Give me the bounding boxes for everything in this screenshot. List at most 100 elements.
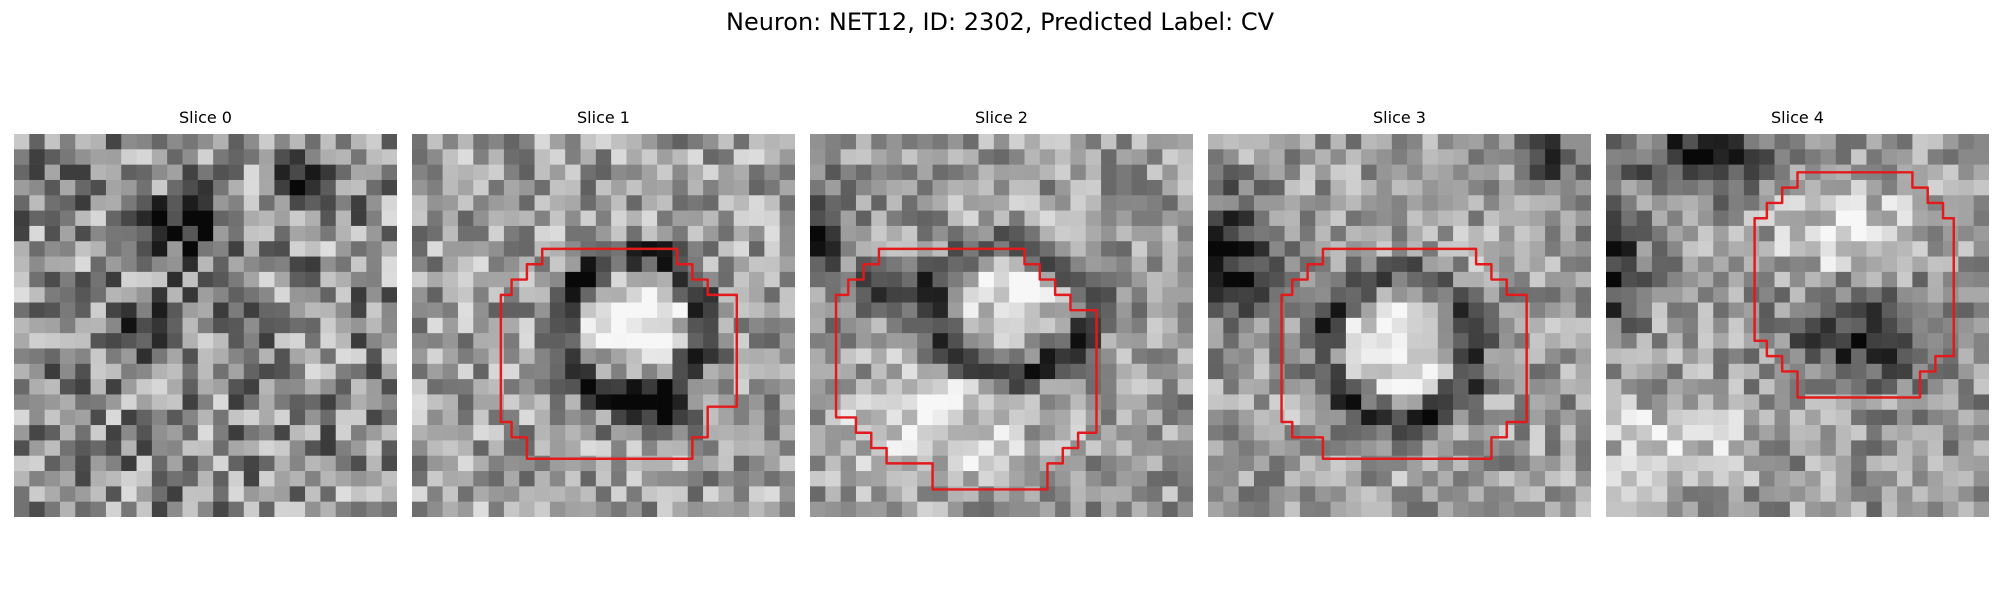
pixel bbox=[1529, 348, 1546, 365]
pixel bbox=[718, 425, 735, 441]
pixel bbox=[1422, 256, 1439, 273]
pixel bbox=[1208, 241, 1224, 257]
pixel bbox=[810, 195, 826, 211]
pixel bbox=[1101, 164, 1117, 181]
pixel bbox=[1697, 210, 1714, 227]
pixel bbox=[917, 179, 933, 196]
pixel bbox=[810, 241, 826, 257]
pixel bbox=[1958, 287, 1974, 303]
pixel bbox=[1223, 409, 1239, 426]
pixel bbox=[1743, 471, 1760, 487]
pixel bbox=[749, 241, 765, 257]
pixel bbox=[442, 440, 459, 457]
pixel bbox=[105, 210, 122, 227]
pixel bbox=[381, 179, 397, 196]
pixel bbox=[534, 333, 551, 349]
pixel bbox=[1866, 225, 1883, 242]
pixel bbox=[351, 440, 367, 457]
pixel bbox=[1208, 425, 1224, 441]
pixel bbox=[381, 225, 397, 242]
pixel bbox=[197, 379, 214, 395]
pixel bbox=[1636, 486, 1653, 502]
pixel bbox=[488, 195, 505, 211]
pixel bbox=[1499, 501, 1515, 517]
pixel bbox=[595, 409, 612, 426]
pixel bbox=[182, 271, 199, 288]
pixel bbox=[1545, 409, 1561, 426]
pixel bbox=[1575, 225, 1591, 242]
pixel bbox=[1039, 179, 1056, 196]
pixel bbox=[1529, 241, 1546, 257]
pixel bbox=[1651, 287, 1668, 303]
pixel bbox=[305, 179, 321, 196]
pixel bbox=[75, 287, 91, 303]
pixel bbox=[1606, 471, 1622, 487]
pixel bbox=[657, 287, 673, 303]
pixel bbox=[611, 210, 627, 227]
pixel bbox=[457, 348, 474, 365]
pixel bbox=[320, 271, 337, 288]
pixel bbox=[1943, 425, 1959, 441]
pixel bbox=[1545, 302, 1561, 319]
pixel bbox=[1697, 501, 1714, 517]
pixel bbox=[749, 363, 765, 380]
pixel bbox=[197, 164, 214, 181]
pixel bbox=[121, 241, 137, 257]
pixel bbox=[105, 394, 122, 411]
pixel bbox=[932, 225, 949, 242]
pixel bbox=[320, 471, 337, 487]
pixel bbox=[29, 348, 45, 365]
pixel bbox=[412, 348, 428, 365]
pixel bbox=[580, 195, 597, 211]
pixel bbox=[151, 134, 168, 150]
pixel bbox=[1897, 256, 1913, 273]
pixel bbox=[1055, 486, 1071, 502]
pixel bbox=[121, 440, 137, 457]
pixel bbox=[1805, 271, 1821, 288]
pixel bbox=[1162, 379, 1178, 395]
pixel bbox=[549, 149, 566, 165]
pixel bbox=[1238, 409, 1255, 426]
pixel bbox=[1162, 409, 1178, 426]
pixel bbox=[503, 241, 520, 257]
pixel bbox=[1682, 287, 1699, 303]
pixel bbox=[1177, 256, 1193, 273]
pixel bbox=[473, 379, 489, 395]
pixel bbox=[855, 164, 872, 181]
pixel bbox=[657, 333, 673, 349]
pixel bbox=[44, 440, 61, 457]
pixel bbox=[136, 317, 153, 334]
pixel bbox=[1667, 149, 1683, 165]
pixel bbox=[703, 409, 719, 426]
pixel bbox=[366, 348, 382, 365]
pixel bbox=[1682, 134, 1699, 150]
pixel bbox=[595, 164, 612, 181]
pixel bbox=[687, 440, 704, 457]
pixel bbox=[1039, 195, 1056, 211]
pixel bbox=[1897, 149, 1913, 165]
pixel bbox=[442, 455, 459, 472]
pixel bbox=[657, 179, 673, 196]
pixel bbox=[1728, 210, 1745, 227]
pixel bbox=[1682, 379, 1699, 395]
pixel bbox=[703, 225, 719, 242]
pixel bbox=[1101, 302, 1117, 319]
pixel bbox=[1943, 455, 1959, 472]
pixel bbox=[1805, 302, 1821, 319]
pixel bbox=[1070, 287, 1087, 303]
pixel bbox=[641, 210, 658, 227]
pixel bbox=[978, 348, 995, 365]
pixel bbox=[978, 164, 995, 181]
pixel bbox=[1575, 302, 1591, 319]
pixel bbox=[1085, 179, 1102, 196]
pixel bbox=[580, 333, 597, 349]
slice-image-2 bbox=[810, 134, 1193, 517]
pixel bbox=[427, 179, 443, 196]
pixel bbox=[366, 287, 382, 303]
pixel bbox=[1697, 302, 1714, 319]
pixel bbox=[1805, 287, 1821, 303]
pixel bbox=[1468, 363, 1485, 380]
pixel bbox=[90, 363, 107, 380]
pixel bbox=[1453, 149, 1469, 165]
pixel bbox=[1805, 363, 1821, 380]
